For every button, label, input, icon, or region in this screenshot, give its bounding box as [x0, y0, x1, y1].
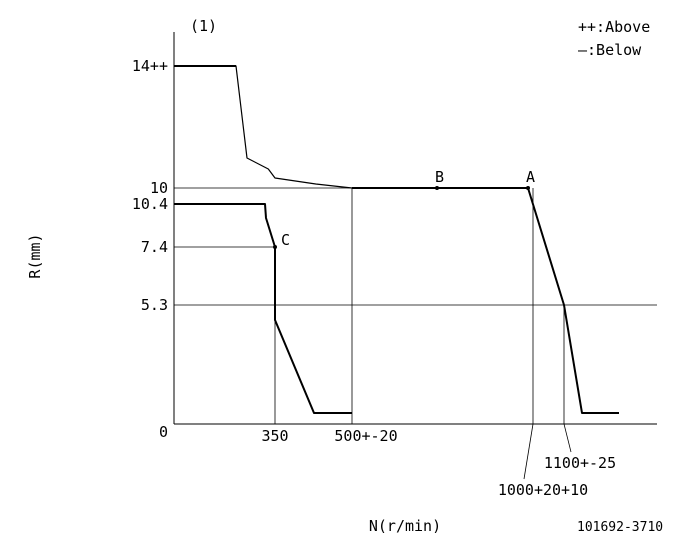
series-lines [174, 65, 619, 414]
series-line-0 [174, 65, 353, 189]
annotation-points: A B C [273, 168, 535, 249]
labels: (1) ++:Above —:Below R(mm) N(r/min) 1016… [26, 17, 663, 535]
x-tick-label-1: 500+-20 [334, 427, 397, 445]
point-A [526, 186, 530, 190]
x-tick-label-0: 350 [261, 427, 288, 445]
x-tick-label-2: 1000+20+10 [498, 481, 588, 499]
reference-lines [174, 187, 657, 424]
y-tick-label-5: 14++ [132, 57, 168, 75]
leader-1100 [563, 423, 572, 453]
x-tick-label-3: 1100+-25 [544, 454, 616, 472]
point-label-C: C [281, 231, 290, 249]
y-tick-label-1: 5.3 [141, 296, 168, 314]
y-tick-label-2: 7.4 [141, 238, 168, 256]
legend-entry-below: —:Below [578, 41, 642, 59]
series-line-2 [174, 203, 352, 414]
chart-title: (1) [190, 17, 217, 35]
y-tick-label-0: 0 [159, 423, 168, 441]
axes [173, 32, 657, 425]
legend-entry-above: ++:Above [578, 18, 650, 36]
point-label-A: A [526, 168, 535, 186]
y-tick-label-4: 10.4 [132, 195, 168, 213]
tick-labels: 350 500+-20 1000+20+10 1100+-25 0 5.3 7.4 1010.… [132, 57, 616, 499]
leader-1000 [523, 423, 534, 480]
point-B [435, 186, 439, 190]
series-line-1 [352, 187, 619, 414]
x-axis-label: N(r/min) [369, 517, 441, 535]
y-tick-label-3: 10 [150, 179, 168, 197]
point-label-B: B [435, 168, 444, 186]
y-axis-label: R(mm) [26, 233, 44, 278]
point-C [273, 245, 277, 249]
drawing-number: 101692-3710 [577, 520, 663, 535]
